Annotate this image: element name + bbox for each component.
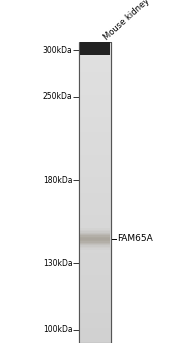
Bar (79, 200, 111, 208)
Bar (79, 208, 111, 215)
Text: Mouse kidney: Mouse kidney (102, 0, 152, 42)
Bar (80, 248, 110, 250)
Bar (79, 230, 111, 238)
Bar (79, 64, 111, 72)
Bar (79, 245, 111, 253)
Bar (79, 268, 111, 275)
Bar (79, 185, 111, 193)
Bar (79, 193, 111, 200)
Text: 180kDa: 180kDa (43, 176, 72, 185)
Bar (80, 229, 110, 230)
Bar (79, 102, 111, 110)
Bar (79, 290, 111, 298)
Bar (79, 80, 111, 87)
Bar (80, 234, 110, 236)
Text: 300kDa: 300kDa (43, 46, 72, 55)
Bar (79, 50, 111, 57)
Bar (80, 238, 110, 240)
Bar (79, 117, 111, 125)
Bar (79, 57, 111, 64)
Bar (80, 230, 110, 231)
Bar (80, 244, 110, 245)
Bar (80, 231, 110, 233)
Bar (79, 260, 111, 268)
Text: FAM65A: FAM65A (117, 234, 153, 243)
Bar (80, 245, 110, 247)
Bar (79, 253, 111, 260)
Bar (80, 40, 110, 55)
Bar (80, 243, 110, 244)
Bar (79, 328, 111, 335)
Bar (79, 94, 111, 102)
Bar (79, 125, 111, 132)
Bar (79, 320, 111, 328)
Bar (79, 140, 111, 147)
Bar (79, 238, 111, 245)
Bar (80, 247, 110, 248)
Bar (80, 241, 110, 243)
Bar (79, 335, 111, 343)
Bar (79, 72, 111, 80)
Bar (79, 170, 111, 177)
Bar (79, 155, 111, 162)
Bar (80, 237, 110, 238)
Bar (79, 177, 111, 185)
Bar (80, 240, 110, 241)
Bar (80, 233, 110, 234)
Bar (79, 42, 111, 343)
Text: 130kDa: 130kDa (43, 259, 72, 268)
Bar (79, 215, 111, 223)
Bar (79, 298, 111, 305)
Bar (79, 313, 111, 320)
Bar (79, 162, 111, 170)
Bar (79, 223, 111, 230)
Bar (80, 236, 110, 237)
Bar (79, 87, 111, 95)
Bar (79, 305, 111, 313)
Bar (79, 283, 111, 290)
Text: 250kDa: 250kDa (43, 92, 72, 101)
Bar (79, 42, 111, 343)
Bar (79, 275, 111, 283)
Bar (79, 110, 111, 117)
Bar (79, 42, 111, 50)
Bar (79, 132, 111, 140)
Text: 100kDa: 100kDa (43, 326, 72, 335)
Bar (79, 147, 111, 155)
